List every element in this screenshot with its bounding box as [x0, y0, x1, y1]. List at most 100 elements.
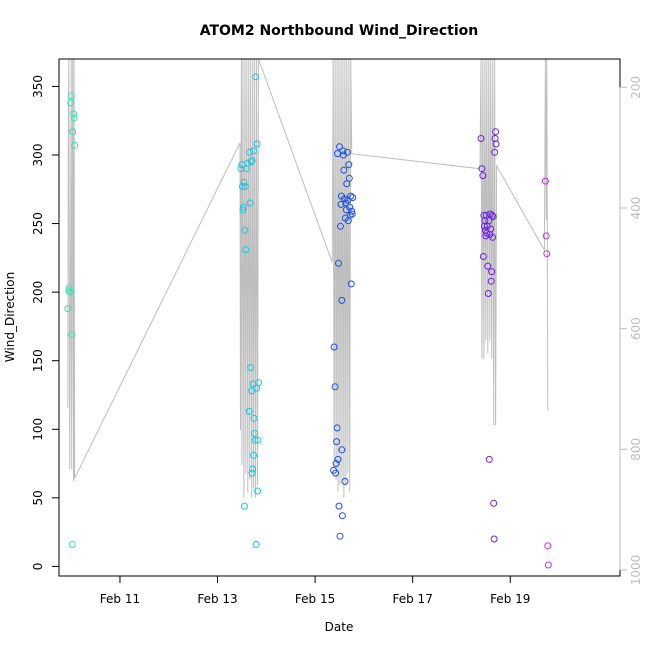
secondary-tick-label: 600 [629, 317, 643, 340]
y-tick-label: 200 [31, 281, 45, 304]
data-point [67, 99, 75, 107]
data-point [334, 455, 342, 463]
x-tick-label: Feb 11 [100, 592, 140, 606]
data-point [248, 469, 256, 477]
data-point [65, 287, 73, 295]
data-point [348, 210, 356, 218]
data-point [237, 165, 245, 173]
data-point [252, 73, 260, 81]
x-tick-label: Feb 17 [393, 592, 433, 606]
y-tick-label: 150 [31, 349, 45, 372]
secondary-trace-layer [67, 58, 549, 498]
data-point [477, 135, 485, 142]
data-point [70, 114, 78, 122]
data-point [333, 438, 341, 446]
data-point [492, 140, 500, 148]
data-point [542, 232, 550, 240]
data-point [485, 217, 493, 225]
data-point [253, 140, 261, 148]
y-axis-label: Wind_Direction [3, 272, 17, 362]
data-point [337, 200, 345, 208]
data-point [247, 364, 255, 372]
axes-layer: 0 50 100 150 200 250 300 350 Feb 11 Feb 13 Feb 15 F… [31, 58, 643, 606]
data-point [336, 532, 344, 540]
y-tick-label: 100 [31, 418, 45, 441]
y-tick-label: 250 [31, 212, 45, 235]
data-point [239, 203, 247, 211]
y-tick-label: 300 [31, 144, 45, 167]
data-point [348, 207, 356, 215]
data-point [254, 487, 261, 495]
data-point [240, 178, 248, 186]
data-point [67, 92, 75, 100]
data-point [330, 343, 338, 351]
data-point [544, 561, 552, 569]
data-point [338, 296, 346, 304]
data-point [245, 407, 253, 415]
data-point [241, 226, 249, 234]
data-point [250, 414, 258, 422]
data-point [488, 268, 496, 276]
data-point [478, 165, 486, 173]
data-point [489, 213, 497, 221]
data-point [68, 541, 76, 548]
secondary-trace-line [67, 58, 549, 498]
data-point [491, 148, 499, 156]
data-point [66, 288, 74, 296]
secondary-tick-label: 800 [629, 438, 643, 461]
data-point [339, 147, 347, 155]
data-point [341, 477, 349, 485]
data-point [347, 192, 355, 200]
data-point [347, 280, 355, 288]
y-tick-label: 350 [31, 75, 45, 98]
data-point [340, 166, 348, 174]
data-point [489, 233, 497, 241]
data-point [239, 206, 247, 214]
x-tick-label: Feb 13 [197, 592, 237, 606]
data-point [65, 284, 73, 292]
data-point [331, 383, 339, 391]
secondary-tick-label: 200 [629, 76, 643, 99]
data-point [252, 541, 260, 548]
data-point [335, 502, 343, 510]
secondary-tick-label: 1000 [629, 555, 643, 586]
data-point [349, 194, 357, 201]
data-point [337, 222, 344, 230]
chart-title: ATOM2 Northbound Wind_Direction [200, 23, 479, 39]
data-point [246, 148, 254, 156]
data-point [241, 183, 249, 190]
data-point [544, 542, 552, 550]
data-point [490, 499, 498, 507]
scatter-points-layer [64, 73, 552, 569]
data-point [240, 502, 248, 510]
data-point [242, 246, 250, 254]
data-point [488, 211, 496, 219]
data-point [336, 143, 343, 151]
data-point [247, 158, 255, 166]
data-point [346, 203, 354, 211]
data-point [246, 199, 254, 207]
x-axis-label: Date [325, 620, 354, 634]
data-point [64, 305, 72, 313]
data-point [487, 225, 495, 233]
data-point [332, 460, 340, 467]
data-point [250, 451, 258, 459]
data-point [492, 128, 500, 136]
data-point [248, 157, 256, 164]
data-point [338, 446, 346, 454]
data-point [484, 262, 492, 270]
data-point [249, 465, 257, 473]
data-point [255, 379, 262, 387]
data-point [340, 195, 348, 203]
data-point [68, 331, 76, 339]
data-point [479, 172, 487, 180]
y-tick-label: 0 [31, 563, 45, 571]
data-point [346, 211, 354, 219]
data-point [238, 183, 246, 190]
data-point [71, 141, 79, 149]
data-point [70, 110, 78, 118]
data-point [250, 147, 258, 155]
data-point [487, 277, 495, 285]
